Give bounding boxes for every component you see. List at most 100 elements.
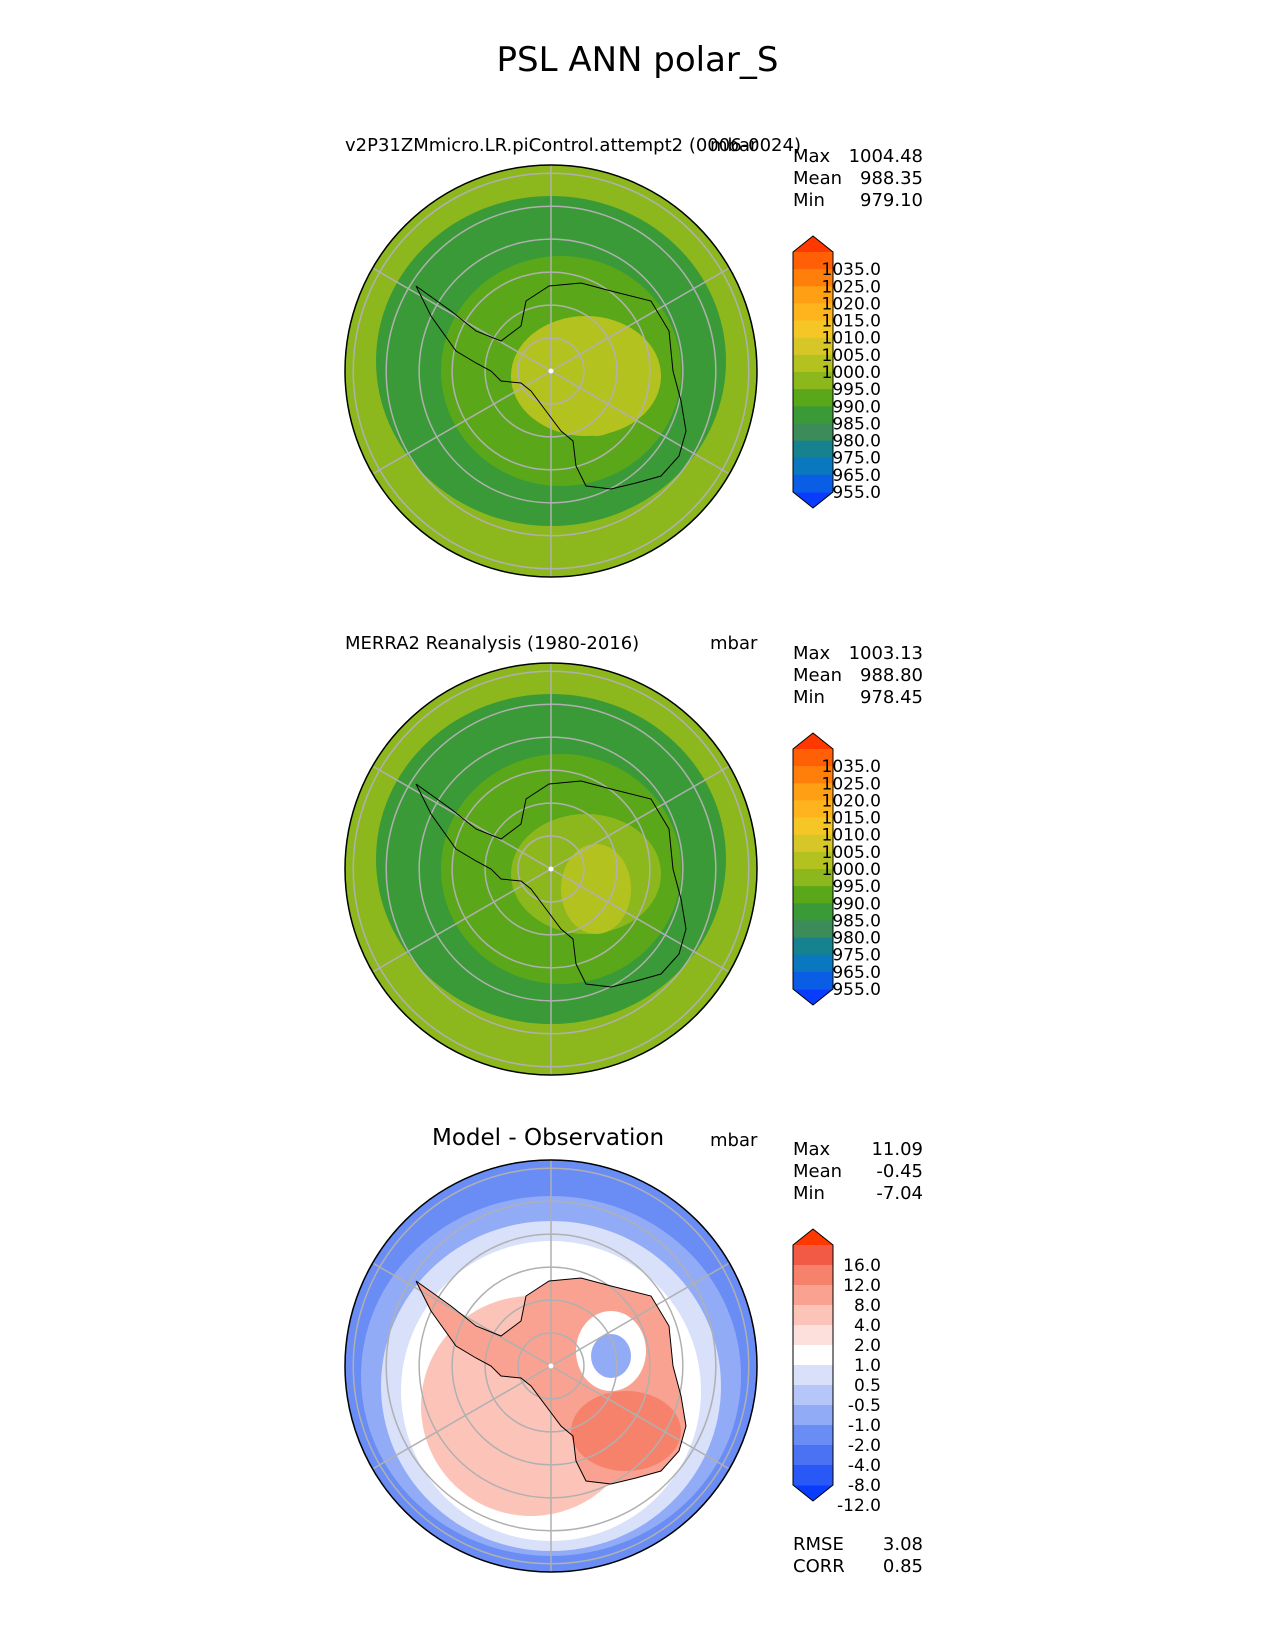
- colorbar-segment: [793, 971, 833, 990]
- colorbar-tick-label: 16.0: [843, 1256, 881, 1276]
- colorbar-segment: [793, 800, 833, 819]
- colorbar-segment: [793, 903, 833, 921]
- colorbar-tick-label: 1015.0: [822, 809, 881, 829]
- field-band-neg-inner: [591, 1334, 631, 1378]
- colorbar-outline: [792, 1228, 834, 1502]
- colorbar-tick-label: 995.0: [832, 877, 881, 897]
- colorbar-segment: [793, 1285, 833, 1306]
- colorbar-segment: [793, 851, 833, 870]
- stat-value-max: 11.09: [871, 1139, 923, 1160]
- colorbar-segment: [793, 834, 833, 853]
- colorbar-segment: [793, 1305, 833, 1326]
- colorbar-difference: 16.012.08.04.02.01.00.5-0.5-1.0-2.0-4.0-…: [792, 1228, 881, 1515]
- colorbar-tick-label: 980.0: [832, 432, 881, 452]
- colorbar-segment: [793, 766, 833, 784]
- panel-title: MERRA2 Reanalysis (1980-2016): [345, 633, 640, 654]
- colorbar-segment: [793, 954, 833, 973]
- stats-block: Max 1004.48 Mean 988.35 Min 979.10: [793, 146, 923, 212]
- stat-label-mean: Mean: [793, 1161, 843, 1182]
- colorbar-segment: [793, 869, 833, 887]
- stat-label-max: Max: [793, 146, 831, 167]
- meridian-line: [550, 765, 730, 870]
- coastline: [415, 780, 687, 988]
- colorbar-tick-label: -4.0: [848, 1456, 881, 1476]
- colorbar-tick-label: 4.0: [854, 1316, 881, 1336]
- meridian-line: [550, 868, 730, 973]
- pole-marker: [548, 866, 554, 872]
- colorbar-extend-max: [793, 1229, 833, 1245]
- colorbar-segment: [793, 783, 833, 801]
- stat-value-mean: 988.80: [860, 665, 923, 686]
- pole-marker: [548, 1363, 554, 1369]
- colorbar-segment: [793, 1425, 833, 1446]
- colorbar-tick-label: 990.0: [832, 397, 881, 417]
- colorbar-tick-label: 1035.0: [822, 260, 881, 280]
- colorbar-tick-label: 1010.0: [822, 826, 881, 846]
- colorbar-tick-label: -8.0: [848, 1476, 881, 1496]
- colorbar-tick-label: 1025.0: [822, 774, 881, 794]
- colorbar-segment: [793, 474, 833, 493]
- meridian-line: [372, 1365, 552, 1470]
- colorbar-segment: [793, 1265, 833, 1286]
- colorbar-segment: [793, 423, 833, 442]
- stats-block: Max 1003.13 Mean 988.80 Min 978.45: [793, 643, 923, 709]
- colorbar-tick-label: 1035.0: [822, 757, 881, 777]
- field-band-peak: [561, 844, 631, 934]
- colorbar-tick-label: 955.0: [832, 483, 881, 503]
- colorbar-extend-min: [793, 1485, 833, 1501]
- stat-value-min: 979.10: [860, 190, 923, 211]
- colorbar-extend-max: [793, 236, 833, 252]
- metrics-block: RMSE 3.08 CORR 0.85: [793, 1534, 923, 1578]
- meridian-line: [550, 370, 730, 475]
- stat-value-mean: 988.35: [860, 168, 923, 189]
- colorbar-tick-label: 985.0: [832, 414, 881, 434]
- meridian-line: [372, 868, 552, 973]
- colorbar-segment: [793, 1385, 833, 1406]
- colorbar-tick-label: 8.0: [854, 1296, 881, 1316]
- metric-value-corr: 0.85: [882, 1556, 923, 1577]
- colorbar-tick-label: 1005.0: [822, 843, 881, 863]
- colorbar-tick-label: 1025.0: [822, 277, 881, 297]
- stat-value-min: 978.45: [860, 687, 923, 708]
- colorbar-segment: [793, 749, 833, 767]
- polar-map-test: [344, 164, 758, 578]
- colorbar-segment: [793, 817, 833, 836]
- colorbar-tick-label: 975.0: [832, 449, 881, 469]
- colorbar-tick-label: 1.0: [854, 1356, 881, 1376]
- colorbar-tick-label: 975.0: [832, 946, 881, 966]
- map-border: [344, 164, 758, 578]
- colorbar-segment: [793, 337, 833, 356]
- colorbar-tick-label: -1.0: [848, 1416, 881, 1436]
- colorbar-segment: [793, 1365, 833, 1386]
- stats-block: Max 11.09 Mean -0.45 Min -7.04: [793, 1139, 923, 1205]
- colorbar-tick-label: 1020.0: [822, 294, 881, 314]
- graticule: [352, 1160, 750, 1572]
- colorbar-segment: [793, 440, 833, 459]
- stat-label-mean: Mean: [793, 665, 843, 686]
- meridian-line: [550, 1262, 730, 1367]
- colorbar-segment: [793, 389, 833, 407]
- colorbar-segment: [793, 1345, 833, 1366]
- colorbar-tick-label: 980.0: [832, 929, 881, 949]
- colorbar-tick-label: 955.0: [832, 980, 881, 1000]
- colorbar-tick-label: 12.0: [843, 1276, 881, 1296]
- metric-label-corr: CORR: [793, 1556, 845, 1577]
- colorbar-reference: 1035.01025.01020.01015.01010.01005.01000…: [792, 732, 881, 1006]
- stat-value-min: -7.04: [876, 1183, 923, 1204]
- graticule: [352, 663, 750, 1075]
- colorbar-segment: [793, 937, 833, 956]
- meridian-line: [550, 267, 730, 372]
- colorbar-tick-label: -12.0: [837, 1496, 881, 1515]
- colorbar-tick-label: 985.0: [832, 911, 881, 931]
- colorbar-tick-label: -0.5: [848, 1396, 881, 1416]
- meridian-line: [550, 1365, 730, 1470]
- stat-label-mean: Mean: [793, 168, 843, 189]
- stat-label-min: Min: [793, 1183, 825, 1204]
- colorbar-tick-label: 1000.0: [822, 860, 881, 880]
- colorbar-segment: [793, 354, 833, 373]
- colorbar-tick-label: 965.0: [832, 963, 881, 983]
- colorbar-segment: [793, 920, 833, 939]
- metric-value-rmse: 3.08: [882, 1534, 923, 1555]
- colorbar-segment: [793, 886, 833, 904]
- colorbar-segment: [793, 1405, 833, 1426]
